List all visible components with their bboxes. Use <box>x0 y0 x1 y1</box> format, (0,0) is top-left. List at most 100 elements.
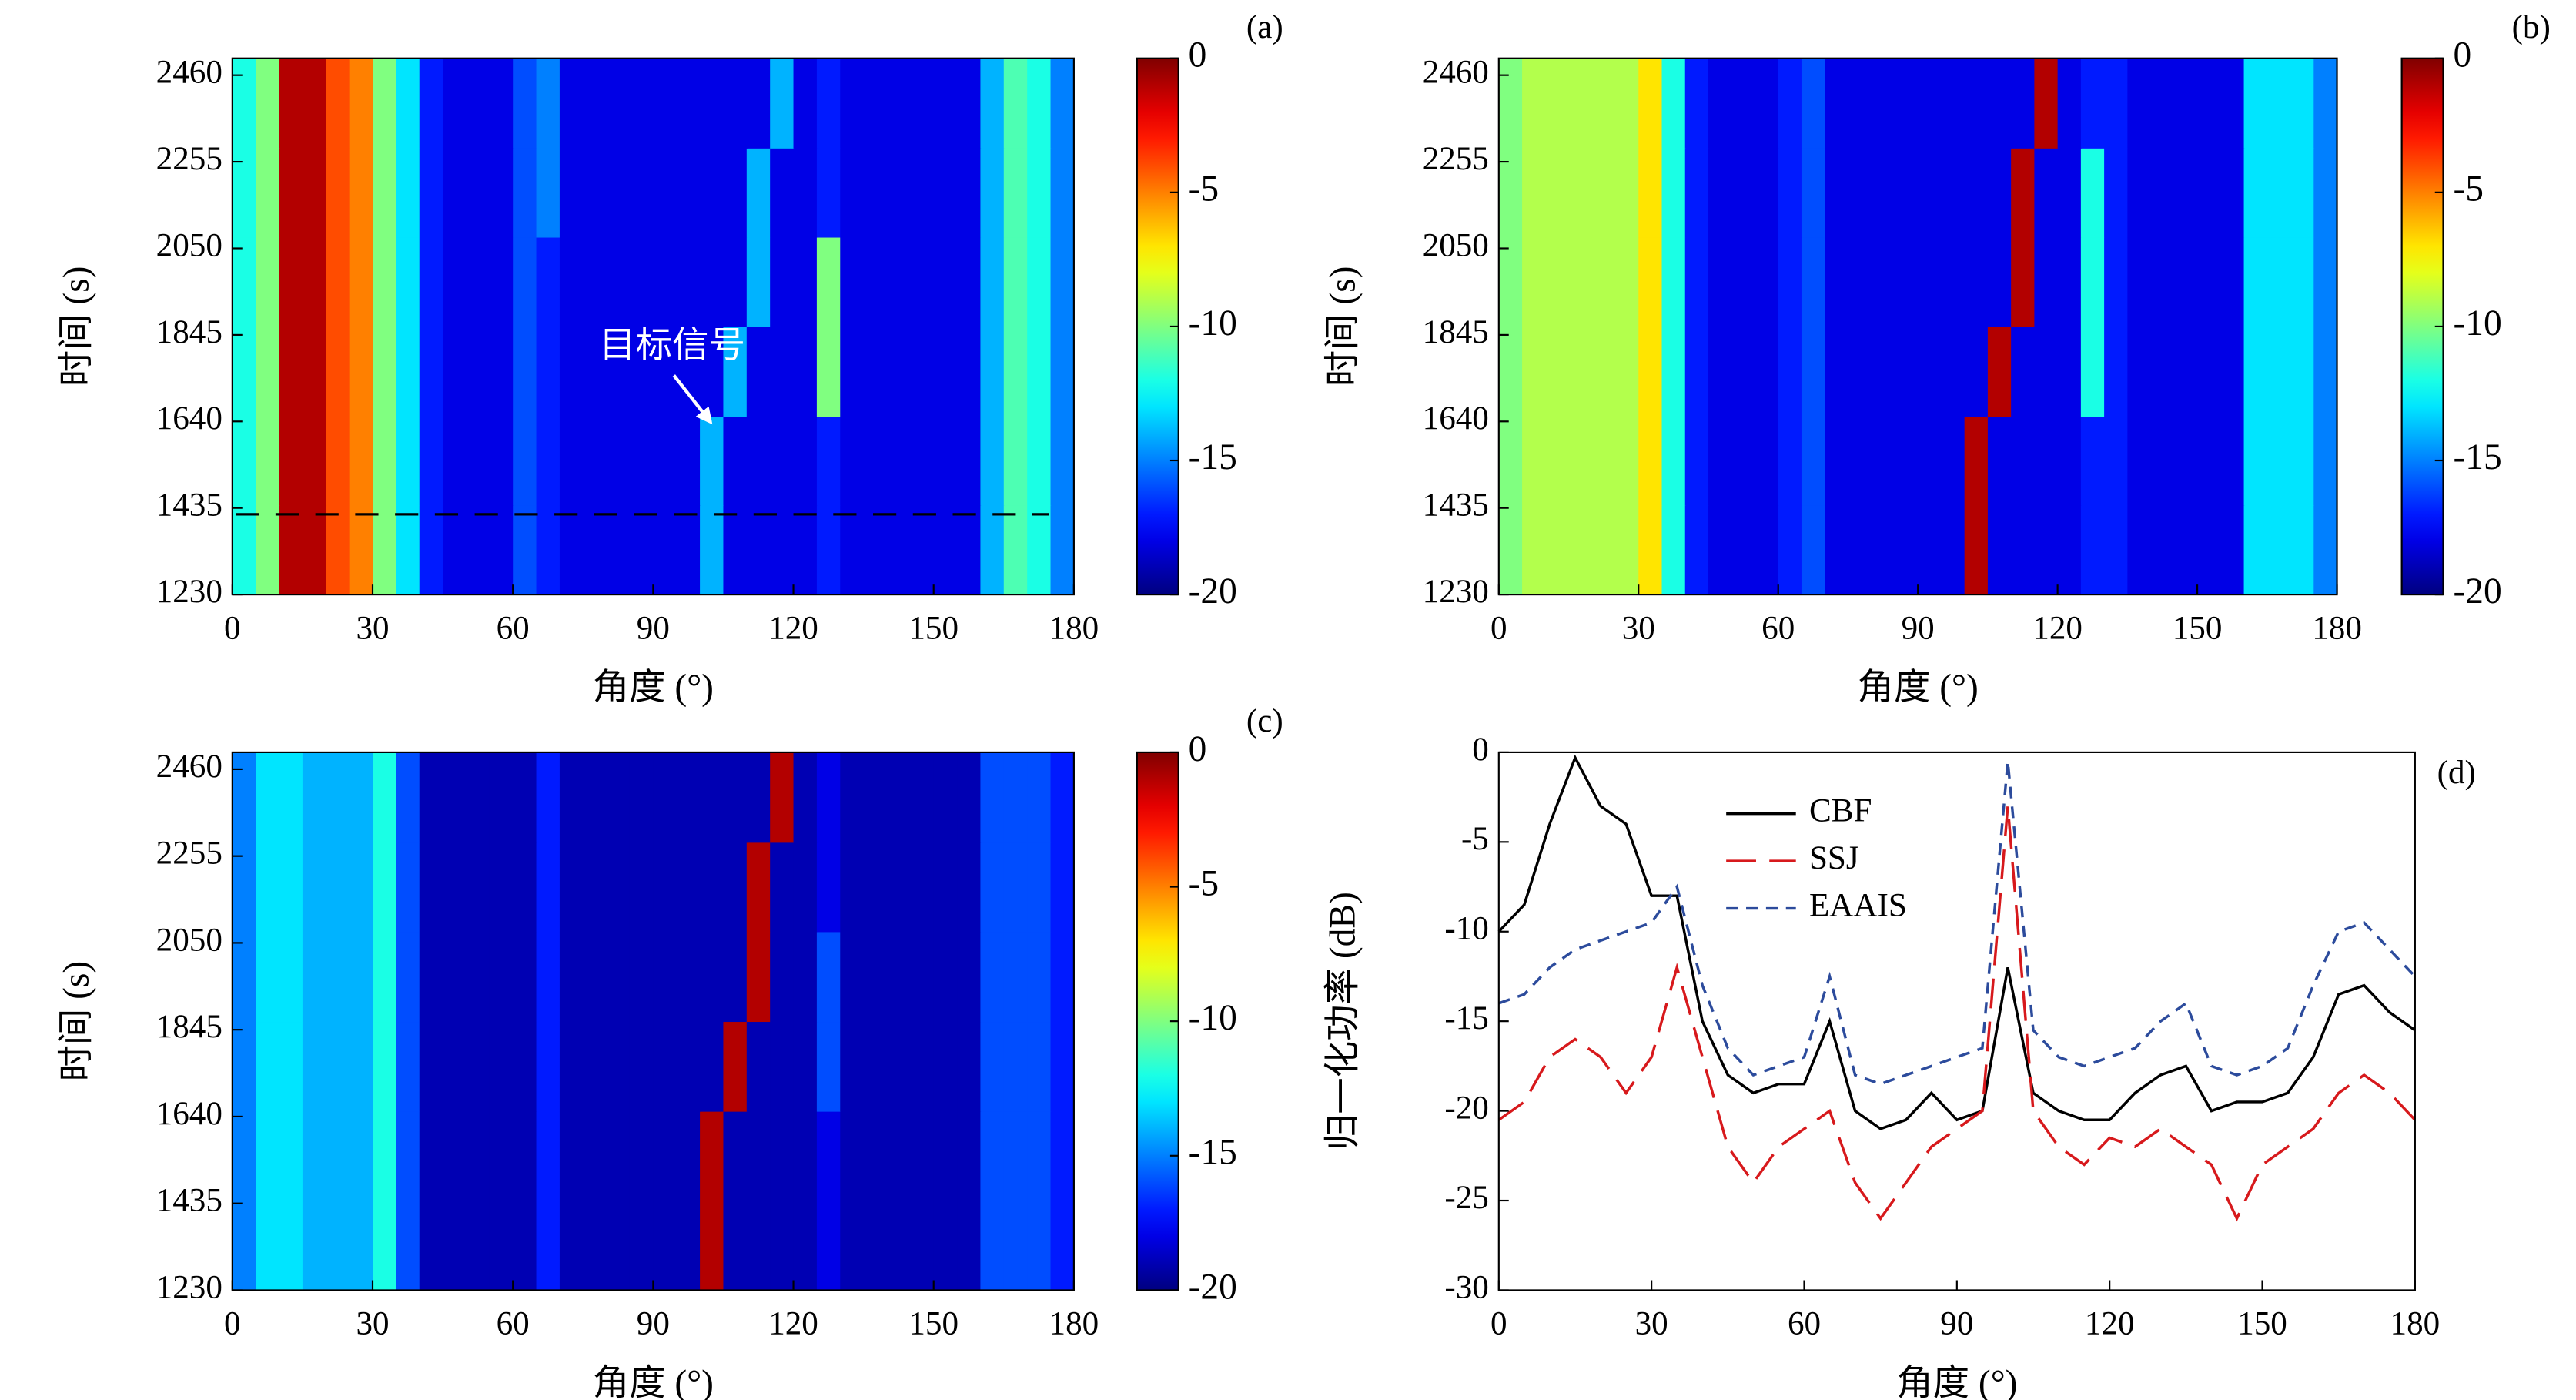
heat-cell <box>1684 504 1709 595</box>
y-axis-label: 时间 (s) <box>56 266 96 387</box>
heat-cell <box>419 1110 443 1201</box>
heat-cell <box>1591 147 1616 238</box>
heat-cell <box>676 842 701 933</box>
heat-cell <box>1871 236 1895 327</box>
heat-cell <box>653 1110 677 1201</box>
heat-cell <box>302 416 327 506</box>
heat-cell <box>1848 147 1872 238</box>
colorbar-tick-label: -20 <box>1189 1267 1237 1307</box>
legend-label: SSJ <box>1809 840 1859 876</box>
heat-cell <box>1027 326 1052 417</box>
heat-cell <box>489 504 514 595</box>
heat-cell <box>279 416 303 506</box>
heat-cell <box>793 326 818 417</box>
x-tick-label: 60 <box>497 1306 530 1342</box>
y-tick-label: -30 <box>1444 1269 1488 1305</box>
heat-cell <box>326 58 350 149</box>
heat-cell <box>2220 416 2245 506</box>
heat-cell <box>1050 1110 1075 1201</box>
heat-cell <box>1987 58 2012 149</box>
heat-cell <box>2267 147 2291 238</box>
x-tick-label: 180 <box>1049 1306 1099 1342</box>
heat-cell <box>1050 931 1075 1023</box>
heat-cell <box>373 1110 397 1201</box>
heat-cell <box>816 1110 841 1201</box>
heat-cell <box>1848 504 1872 595</box>
heat-cell <box>583 326 607 417</box>
heat-cell <box>606 752 631 843</box>
heat-cell <box>1825 326 1849 417</box>
heat-cell <box>1050 752 1075 843</box>
heat-cell <box>1638 416 1663 506</box>
heat-cell <box>1964 326 1989 417</box>
heat-cell <box>606 236 631 327</box>
x-tick-label: 60 <box>1761 610 1795 646</box>
heat-cell <box>256 842 280 933</box>
heat-cell <box>886 416 912 506</box>
heat-cell <box>816 236 841 327</box>
x-tick-label: 30 <box>1635 1306 1668 1342</box>
heat-cell <box>1003 236 1029 327</box>
plot-frame <box>1497 57 2338 596</box>
heat-cell <box>302 147 327 238</box>
heat-cell <box>933 931 958 1023</box>
heat-cell <box>653 147 677 238</box>
heat-cell <box>933 58 958 149</box>
heat-cell <box>1568 416 1593 506</box>
heat-cell <box>606 326 631 417</box>
heat-cell <box>793 1021 818 1112</box>
heat-cell <box>1731 416 1756 506</box>
heat-cell <box>1964 236 1989 327</box>
heat-cell <box>1522 416 1547 506</box>
heat-cell <box>536 1200 560 1291</box>
heat-cell <box>583 752 607 843</box>
legend-label: CBF <box>1809 793 1872 829</box>
heat-cell <box>676 58 701 149</box>
y-tick-label: 1640 <box>1423 400 1489 437</box>
x-tick-label: 60 <box>1788 1306 1821 1342</box>
heat-cell <box>2057 58 2082 149</box>
heat-cell <box>559 842 584 933</box>
heat-cell <box>1522 58 1547 149</box>
x-tick-label: 30 <box>1622 610 1655 646</box>
heat-cell <box>232 1110 257 1201</box>
heat-cell <box>676 416 701 506</box>
heat-cell <box>396 842 420 933</box>
heat-cell <box>2290 58 2315 149</box>
heat-cell <box>629 58 654 149</box>
heat-cell <box>676 147 701 238</box>
heat-cell <box>373 147 397 238</box>
heat-cell <box>513 931 537 1023</box>
heat-cell <box>770 147 795 238</box>
heat-cell <box>2197 58 2222 149</box>
heat-cell <box>2243 58 2268 149</box>
heat-cell <box>886 931 912 1023</box>
heat-cell <box>886 236 912 327</box>
heat-cell <box>933 147 958 238</box>
heat-cell <box>1825 236 1849 327</box>
series-line <box>1497 806 2417 1222</box>
heat-cell <box>606 1200 631 1291</box>
heat-cell <box>536 1110 560 1201</box>
heat-cell <box>349 842 373 933</box>
heat-cell <box>653 752 677 843</box>
heat-cell <box>302 1110 327 1201</box>
heat-cell <box>1801 504 1826 595</box>
heat-cell <box>1918 326 1942 417</box>
heat-cell <box>629 752 654 843</box>
heat-cell <box>1591 416 1616 506</box>
heat-cell <box>1964 147 1989 238</box>
x-tick-label: 180 <box>2312 610 2362 646</box>
heat-cell <box>746 504 771 595</box>
heat-cell <box>466 1200 490 1291</box>
heat-cell <box>1987 236 2012 327</box>
heat-cell <box>1615 504 1640 595</box>
heat-cell <box>910 1021 935 1112</box>
heat-cell <box>419 1200 443 1291</box>
heat-cell <box>770 416 795 506</box>
heat-cell <box>443 236 467 327</box>
heat-cell <box>466 147 490 238</box>
heat-cell <box>232 931 257 1023</box>
heat-cell <box>2150 504 2175 595</box>
